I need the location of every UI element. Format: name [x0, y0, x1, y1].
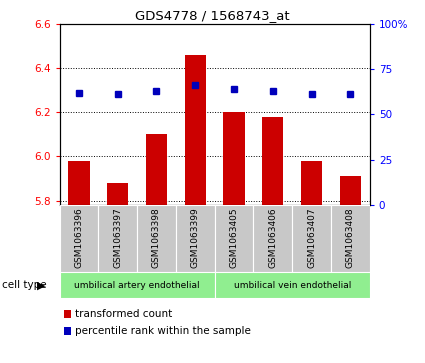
- Bar: [107, 183, 128, 205]
- Text: GSM1063408: GSM1063408: [346, 207, 355, 268]
- Bar: [253, 205, 292, 272]
- Text: GSM1063398: GSM1063398: [152, 207, 161, 268]
- Text: GSM1063406: GSM1063406: [268, 207, 277, 268]
- Bar: [60, 205, 98, 272]
- Text: transformed count: transformed count: [76, 309, 173, 319]
- Bar: [215, 205, 253, 272]
- Text: percentile rank within the sample: percentile rank within the sample: [76, 326, 251, 336]
- Bar: [137, 205, 176, 272]
- Bar: [68, 161, 90, 205]
- Text: cell type: cell type: [2, 280, 47, 290]
- Text: GSM1063397: GSM1063397: [113, 207, 122, 268]
- Bar: [215, 272, 370, 298]
- Text: ▶: ▶: [37, 280, 46, 290]
- Bar: [98, 205, 137, 272]
- Text: umbilical artery endothelial: umbilical artery endothelial: [74, 281, 200, 290]
- Bar: [146, 134, 167, 205]
- Text: GSM1063399: GSM1063399: [191, 207, 200, 268]
- Bar: [224, 112, 245, 205]
- Bar: [262, 117, 283, 205]
- Bar: [301, 161, 322, 205]
- Bar: [340, 176, 361, 205]
- Bar: [60, 272, 215, 298]
- Text: umbilical vein endothelial: umbilical vein endothelial: [233, 281, 351, 290]
- Bar: [184, 54, 206, 205]
- Bar: [292, 205, 331, 272]
- Text: GSM1063396: GSM1063396: [74, 207, 83, 268]
- Text: GDS4778 / 1568743_at: GDS4778 / 1568743_at: [135, 9, 290, 22]
- Text: GSM1063407: GSM1063407: [307, 207, 316, 268]
- Bar: [176, 205, 215, 272]
- Bar: [331, 205, 370, 272]
- Text: GSM1063405: GSM1063405: [230, 207, 238, 268]
